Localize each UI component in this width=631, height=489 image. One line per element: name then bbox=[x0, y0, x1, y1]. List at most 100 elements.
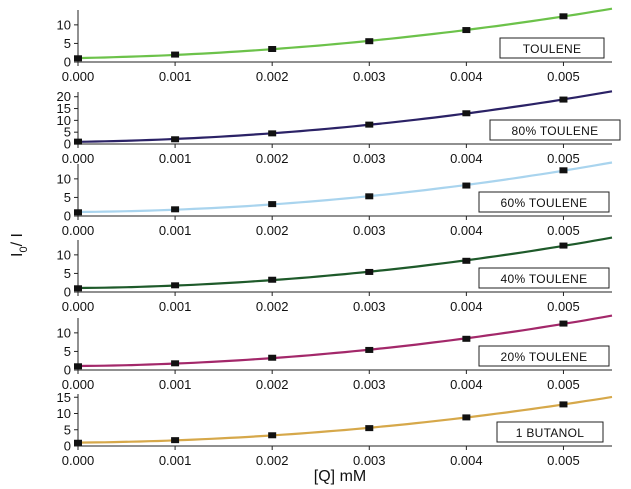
x-tick-label: 0.002 bbox=[256, 223, 289, 238]
data-point bbox=[462, 182, 471, 189]
x-tick-label: 0.001 bbox=[159, 151, 192, 166]
legend-label: TOULENE bbox=[523, 42, 582, 56]
x-tick-label: 0.003 bbox=[353, 151, 386, 166]
x-tick-label: 0.001 bbox=[159, 69, 192, 84]
data-point bbox=[268, 130, 277, 137]
data-point bbox=[462, 110, 471, 117]
y-tick-label: 5 bbox=[64, 190, 71, 205]
data-point bbox=[365, 346, 374, 353]
data-point bbox=[268, 354, 277, 361]
x-tick-label: 0.001 bbox=[159, 453, 192, 468]
legend-label: 80% TOULENE bbox=[512, 124, 599, 138]
y-tick-label: 5 bbox=[64, 125, 71, 140]
x-tick-label: 0.003 bbox=[353, 69, 386, 84]
x-tick-label: 0.005 bbox=[547, 151, 580, 166]
data-point bbox=[171, 282, 180, 289]
y-tick-label: 10 bbox=[57, 406, 71, 421]
data-point bbox=[559, 320, 568, 327]
x-tick-label: 0.003 bbox=[353, 299, 386, 314]
data-point bbox=[268, 276, 277, 283]
data-point bbox=[74, 209, 82, 216]
data-point bbox=[74, 55, 82, 62]
legend-label: 40% TOULENE bbox=[501, 272, 588, 286]
data-point bbox=[462, 27, 471, 34]
data-point bbox=[559, 401, 568, 408]
y-tick-label: 0 bbox=[64, 55, 71, 70]
y-tick-label: 15 bbox=[57, 390, 71, 405]
data-point bbox=[365, 268, 374, 275]
y-axis-title: I0/ I bbox=[9, 233, 30, 257]
x-tick-label: 0.000 bbox=[62, 299, 95, 314]
legend-box bbox=[496, 421, 604, 443]
data-point bbox=[365, 38, 374, 45]
y-tick-label: 0 bbox=[64, 285, 71, 300]
data-point bbox=[559, 13, 568, 20]
x-tick-label: 0.003 bbox=[353, 223, 386, 238]
y-axis-title-tail: / I bbox=[9, 233, 26, 246]
data-point bbox=[559, 96, 568, 103]
y-tick-label: 0 bbox=[64, 137, 71, 152]
fit-curve bbox=[77, 7, 613, 60]
x-tick-label: 0.000 bbox=[62, 223, 95, 238]
data-point bbox=[365, 425, 374, 432]
data-point bbox=[559, 167, 568, 174]
svg-text:I0/ I: I0/ I bbox=[9, 233, 30, 257]
x-tick-label: 0.004 bbox=[450, 453, 483, 468]
x-axis-title: [Q] mM bbox=[314, 468, 366, 485]
y-tick-label: 20 bbox=[57, 89, 71, 104]
x-tick-label: 0.000 bbox=[62, 453, 95, 468]
x-tick-label: 0.005 bbox=[547, 453, 580, 468]
data-point bbox=[559, 242, 568, 249]
data-point bbox=[74, 138, 82, 145]
y-tick-label: 10 bbox=[57, 247, 71, 262]
legend-label: 1 BUTANOL bbox=[516, 426, 585, 440]
legend-label: 60% TOULENE bbox=[501, 196, 588, 210]
x-tick-label: 0.000 bbox=[62, 151, 95, 166]
x-tick-label: 0.002 bbox=[256, 377, 289, 392]
y-tick-label: 5 bbox=[64, 266, 71, 281]
data-point bbox=[171, 136, 180, 143]
data-point bbox=[171, 51, 180, 58]
y-axis-title-main: I bbox=[9, 253, 26, 257]
fit-curve bbox=[77, 161, 613, 214]
y-tick-label: 10 bbox=[57, 17, 71, 32]
y-tick-label: 10 bbox=[57, 325, 71, 340]
data-point bbox=[268, 201, 277, 208]
legend-box bbox=[478, 267, 610, 289]
data-point bbox=[462, 257, 471, 264]
x-tick-label: 0.004 bbox=[450, 69, 483, 84]
y-tick-label: 10 bbox=[57, 113, 71, 128]
x-tick-label: 0.003 bbox=[353, 453, 386, 468]
y-tick-label: 5 bbox=[64, 344, 71, 359]
y-tick-label: 15 bbox=[57, 101, 71, 116]
chart-panels: 0.000 0.001 0.002 0.003 0.004 0.0050510TOULEN… bbox=[57, 7, 621, 468]
x-tick-label: 0.000 bbox=[62, 377, 95, 392]
data-point bbox=[74, 363, 82, 370]
legend-box bbox=[489, 119, 621, 141]
y-tick-label: 0 bbox=[64, 439, 71, 454]
data-point bbox=[74, 285, 82, 292]
chart-panel: 0.000 0.001 0.002 0.003 0.004 0.005 0 5 10 60% TO… bbox=[57, 161, 613, 238]
x-tick-label: 0.003 bbox=[353, 377, 386, 392]
x-tick-label: 0.005 bbox=[547, 69, 580, 84]
data-point bbox=[171, 206, 180, 213]
x-tick-label: 0.004 bbox=[450, 151, 483, 166]
y-tick-label: 0 bbox=[64, 363, 71, 378]
chart-panel: 0.000 0.001 0.002 0.003 0.004 0.005 0 5 10 40% TO… bbox=[57, 236, 613, 314]
y-axis-title-sub: 0 bbox=[18, 246, 30, 252]
chart-panel: 0.000 0.001 0.002 0.003 0.004 0.005 0 5 10 20% TO… bbox=[57, 314, 613, 392]
x-tick-label: 0.001 bbox=[159, 299, 192, 314]
data-point bbox=[171, 437, 180, 444]
legend-box bbox=[478, 345, 610, 367]
x-tick-label: 0.000 bbox=[62, 69, 95, 84]
x-tick-label: 0.005 bbox=[547, 377, 580, 392]
x-tick-label: 0.002 bbox=[256, 69, 289, 84]
x-tick-label: 0.005 bbox=[547, 223, 580, 238]
x-tick-label: 0.004 bbox=[450, 299, 483, 314]
x-tick-label: 0.002 bbox=[256, 299, 289, 314]
x-tick-label: 0.002 bbox=[256, 453, 289, 468]
fit-curve bbox=[77, 395, 613, 444]
